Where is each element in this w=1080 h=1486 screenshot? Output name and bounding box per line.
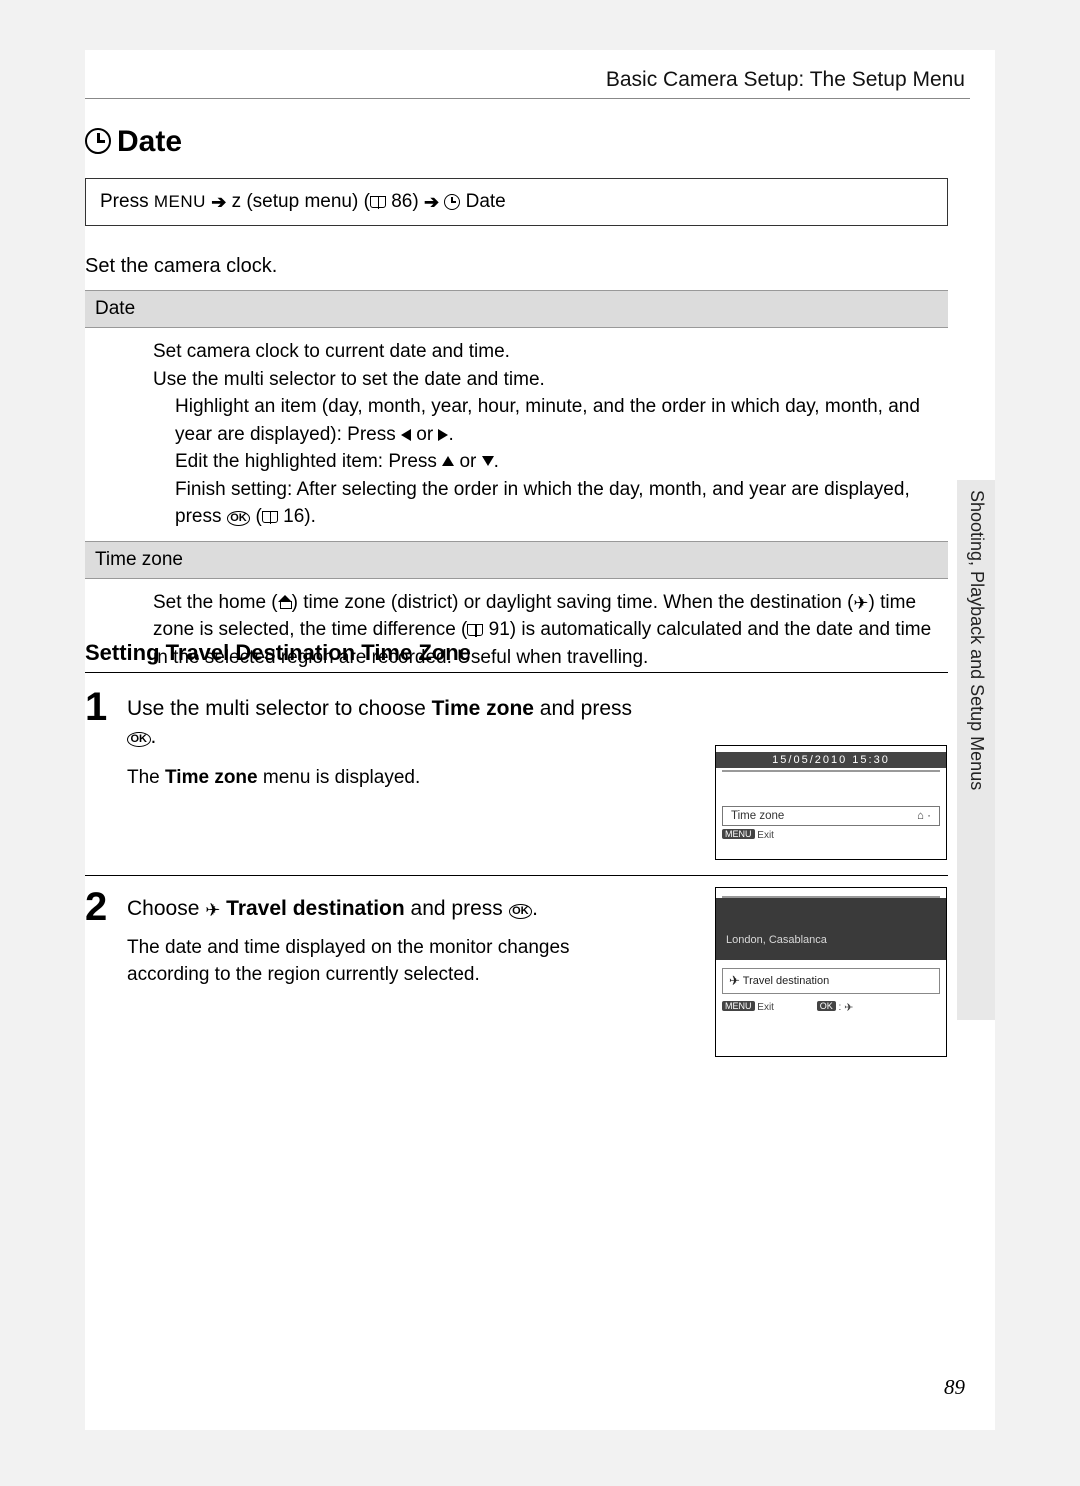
- home-icon-small: ⌂ ·: [917, 810, 931, 822]
- bold-text: Travel destination: [220, 897, 404, 920]
- subheading: Setting Travel Destination Time Zone: [85, 640, 948, 673]
- intro-text: Set the camera clock.: [85, 255, 277, 278]
- clock-icon: [85, 128, 111, 154]
- screen-row-timezone: Time zone ⌂ ·: [722, 806, 940, 826]
- plane-icon: ✈: [205, 898, 220, 922]
- ok-badge: OK: [817, 1001, 836, 1011]
- side-caption: Shooting, Playback and Setup Menus: [966, 490, 987, 790]
- triangle-down-icon: [482, 456, 494, 466]
- header-rule: [85, 98, 970, 99]
- ok-icon: OK: [127, 732, 151, 747]
- page-title-text: Date: [117, 125, 182, 158]
- step-title: Choose ✈ Travel destination and press OK…: [127, 895, 687, 923]
- step-body: The Time zone menu is displayed.: [127, 765, 627, 792]
- settings-table: Date Set camera clock to current date an…: [85, 290, 948, 681]
- step-title: Use the multi selector to choose Time zo…: [127, 695, 657, 752]
- screen-footer: MENU Exit: [716, 826, 946, 844]
- clock-icon: [444, 194, 460, 210]
- table-header-timezone: Time zone: [85, 541, 948, 579]
- screen-footer: MENU Exit OK : ✈: [716, 998, 946, 1017]
- table-cell-date: Set camera clock to current date and tim…: [85, 328, 948, 541]
- arrow-right-icon: ➔: [211, 192, 226, 213]
- manual-page: Basic Camera Setup: The Setup Menu Date …: [85, 50, 995, 1430]
- book-icon: [467, 624, 483, 636]
- text: or: [454, 451, 481, 472]
- text: Use the multi selector to choose: [127, 697, 432, 720]
- option-label: Travel destination: [743, 975, 829, 987]
- nav-setup: (setup menu) (: [246, 191, 370, 212]
- menu-button-label: MENU: [154, 192, 206, 211]
- step-body: The date and time displayed on the monit…: [127, 935, 627, 988]
- bold-text: Time zone: [432, 697, 534, 720]
- home-icon: [278, 595, 292, 609]
- exit-label: Exit: [757, 830, 774, 841]
- text: and press: [534, 697, 632, 720]
- screen-option-travel: ✈ Travel destination: [722, 968, 940, 994]
- page-title: Date: [85, 125, 182, 159]
- row-label: Time zone: [731, 810, 784, 822]
- screen-darkbody: London, Casablanca: [716, 898, 946, 960]
- text: Choose: [127, 897, 205, 920]
- nav-z: z: [232, 191, 242, 212]
- nav-date: Date: [466, 191, 506, 212]
- text: The: [127, 767, 165, 788]
- menu-badge: MENU: [722, 829, 755, 839]
- ok-icon: OK: [509, 904, 533, 919]
- camera-screen-2: London, Casablanca ✈ Travel destination …: [715, 887, 947, 1057]
- text: Set camera clock to current date and tim…: [153, 341, 510, 362]
- ok-icon: OK: [227, 511, 251, 526]
- nav-path-box: Press MENU ➔ z (setup menu) ( 86) ➔ Date: [85, 178, 948, 226]
- book-icon: [370, 196, 386, 208]
- text: .: [448, 424, 453, 445]
- table-header-date: Date: [85, 290, 948, 328]
- text: Highlight an item (day, month, year, hou…: [175, 396, 920, 445]
- plane-icon: ✈: [853, 590, 868, 616]
- header-section: Basic Camera Setup: The Setup Menu: [606, 68, 965, 92]
- book-icon: [262, 511, 278, 523]
- text: Edit the highlighted item: Press: [175, 451, 442, 472]
- text: .: [494, 451, 499, 472]
- nav-page1: 86): [391, 191, 418, 212]
- step-number: 2: [85, 885, 107, 930]
- text: 16).: [278, 506, 316, 527]
- text: or: [411, 424, 438, 445]
- arrow-right-icon: ➔: [424, 192, 439, 213]
- triangle-up-icon: [442, 456, 454, 466]
- step-number: 1: [85, 685, 107, 730]
- text: Use the multi selector to set the date a…: [153, 369, 545, 390]
- menu-badge: MENU: [722, 1001, 755, 1011]
- exit-label: Exit: [757, 1002, 774, 1013]
- triangle-left-icon: [401, 429, 411, 441]
- page-number: 89: [944, 1375, 965, 1400]
- screen-region: London, Casablanca: [726, 934, 936, 946]
- bold-text: Time zone: [165, 767, 258, 788]
- text: ) time zone (district) or daylight savin…: [292, 592, 854, 613]
- text: and press: [405, 897, 509, 920]
- nav-press: Press: [100, 191, 149, 212]
- plane-icon: ✈: [729, 973, 740, 989]
- screen-datetime: 15/05/2010 15:30: [716, 752, 946, 768]
- text: menu is displayed.: [258, 767, 421, 788]
- step-rule: [85, 875, 948, 876]
- text: Set the home (: [153, 592, 278, 613]
- plane-icon: ✈: [844, 1001, 853, 1014]
- text: (: [250, 506, 262, 527]
- camera-screen-1: 15/05/2010 15:30 Time zone ⌂ · MENU Exit: [715, 745, 947, 860]
- triangle-right-icon: [438, 429, 448, 441]
